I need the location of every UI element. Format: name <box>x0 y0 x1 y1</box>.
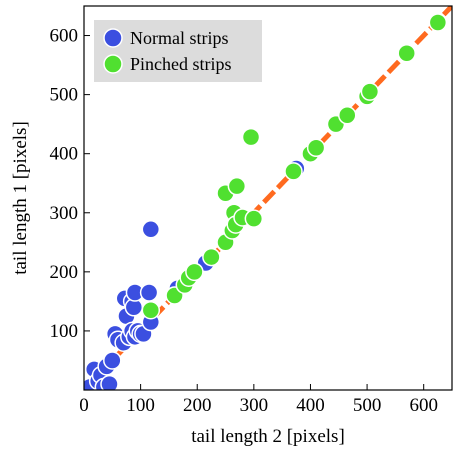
data-point <box>284 162 303 181</box>
data-point <box>100 374 119 390</box>
data-point <box>202 247 221 267</box>
data-point <box>185 262 204 282</box>
plot-area <box>84 6 452 390</box>
series-pinched-strips <box>141 13 448 320</box>
legend-marker-normal-strips <box>103 28 123 48</box>
x-tick-label: 500 <box>353 395 382 416</box>
data-point <box>141 220 161 239</box>
y-axis-title: tail length 1 [pixels] <box>10 121 31 275</box>
y-tick-label: 100 <box>50 321 79 342</box>
y-tick-label: 600 <box>50 26 79 47</box>
x-tick-label: 100 <box>126 395 155 416</box>
data-point <box>241 127 261 147</box>
data-point <box>428 13 448 32</box>
legend-background <box>94 20 262 82</box>
y-tick-label: 300 <box>50 203 79 224</box>
legend: Normal strips Pinched strips <box>94 20 262 82</box>
axes: 0 100 200 300 400 500 600 100 200 300 400 500 600 <box>50 5 453 416</box>
legend-label-pinched-strips: Pinched strips <box>130 54 232 74</box>
data-point <box>360 82 380 101</box>
data-point <box>103 351 122 370</box>
y-tick-label: 200 <box>50 262 79 283</box>
y-tick-label: 500 <box>50 85 79 106</box>
legend-label-normal-strips: Normal strips <box>130 28 229 48</box>
data-point <box>141 300 161 320</box>
data-point <box>338 106 357 125</box>
data-point <box>306 138 326 158</box>
x-tick-label: 0 <box>79 395 89 416</box>
x-tick-label: 400 <box>296 395 325 416</box>
data-point <box>139 283 159 302</box>
data-point <box>227 176 247 196</box>
data-point <box>397 44 416 63</box>
y-tick-label: 400 <box>50 144 79 165</box>
data-point <box>244 209 264 228</box>
plot-inner <box>84 6 452 390</box>
x-tick-label: 200 <box>183 395 212 416</box>
x-axis-title: tail length 2 [pixels] <box>191 426 345 447</box>
series-normal-strips <box>84 159 306 390</box>
x-tick-label: 300 <box>240 395 269 416</box>
x-tick-label: 600 <box>409 395 438 416</box>
plot-frame <box>83 5 453 391</box>
legend-marker-pinched-strips <box>103 54 123 74</box>
